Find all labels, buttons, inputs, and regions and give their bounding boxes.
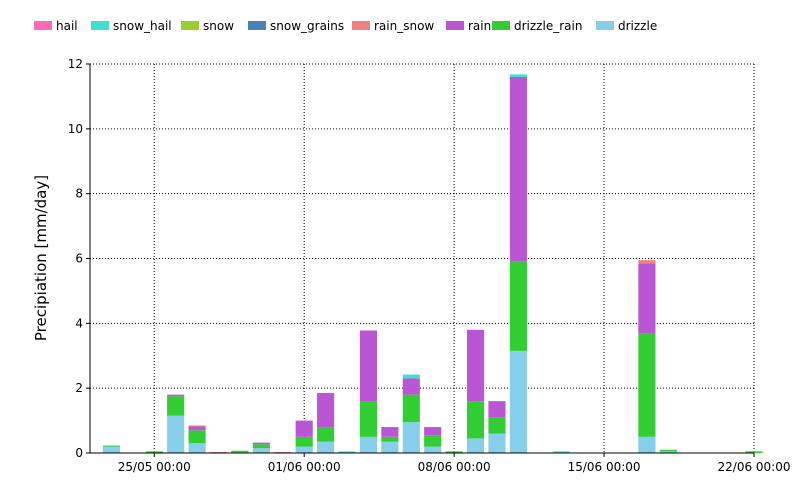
bar-drizzle-2024-06-02 bbox=[317, 441, 335, 453]
bar-drizzle_rain-2024-05-27 bbox=[188, 430, 206, 444]
bar-drizzle_rain-2024-06-06 bbox=[402, 394, 420, 423]
bar-drizzle-2024-05-27 bbox=[188, 443, 206, 453]
bar-drizzle-2024-06-04 bbox=[359, 436, 378, 453]
legend-swatch-snow bbox=[181, 21, 199, 30]
bar-drizzle_rain-2024-06-04 bbox=[359, 401, 378, 437]
legend-label-snow_hail: snow_hail bbox=[113, 19, 172, 33]
legend: hail snow_hail snow snow_grains rain_snow rai… bbox=[34, 19, 657, 33]
bar-rain-2024-06-17 bbox=[638, 263, 656, 334]
legend-label-drizzle: drizzle bbox=[618, 19, 657, 33]
tick-labels: 0 2 4 6 8 10 12 25/05 00:00 01/06 00:00 08/06 00:… bbox=[68, 57, 791, 474]
bar-drizzle_rain-2024-06-18 bbox=[659, 449, 677, 452]
bar-drizzle_rain-2024-05-29 bbox=[231, 450, 249, 453]
bar-rain_snow-2024-06-17 bbox=[638, 260, 656, 264]
legend-swatch-rain bbox=[446, 21, 464, 30]
legend-label-hail: hail bbox=[56, 19, 78, 33]
y-tick-label: 2 bbox=[75, 381, 83, 395]
y-tick-label: 6 bbox=[75, 252, 83, 266]
legend-swatch-rain_snow bbox=[352, 21, 370, 30]
x-tick-label: 08/06 00:00 bbox=[418, 460, 491, 474]
bar-rain-2024-05-27 bbox=[188, 426, 206, 431]
bar-snow_hail-2024-06-11 bbox=[509, 74, 527, 77]
legend-swatch-hail bbox=[34, 21, 52, 30]
bar-drizzle_rain-2024-06-05 bbox=[381, 436, 399, 442]
bar-drizzle_rain-2024-06-01 bbox=[295, 436, 313, 447]
bar-snow_hail-2024-06-06 bbox=[402, 374, 420, 379]
x-tick-label: 22/06 00:00 bbox=[718, 460, 791, 474]
legend-swatch-snow_hail bbox=[91, 21, 109, 30]
legend-swatch-drizzle bbox=[596, 21, 614, 30]
bar-drizzle-2024-05-26 bbox=[167, 415, 185, 453]
bar-rain-2024-06-01 bbox=[295, 420, 313, 437]
bar-rain-2024-06-05 bbox=[381, 427, 399, 437]
legend-label-rain: rain bbox=[468, 19, 491, 33]
legend-swatch-snow_grains bbox=[248, 21, 266, 30]
bar-drizzle-2024-05-30 bbox=[252, 448, 270, 453]
bar-rain-2024-06-07 bbox=[424, 427, 442, 436]
bar-drizzle-2024-06-10 bbox=[488, 433, 506, 453]
legend-label-snow: snow bbox=[203, 19, 234, 33]
bar-rain-2024-06-10 bbox=[488, 401, 506, 418]
bar-drizzle_rain-2024-06-08 bbox=[445, 451, 463, 453]
bar-drizzle-2024-06-09 bbox=[466, 438, 485, 453]
grid-lines bbox=[90, 63, 755, 453]
bar-rain-2024-06-06 bbox=[402, 378, 420, 395]
legend-label-drizzle_rain: drizzle_rain bbox=[514, 19, 582, 33]
bar-snow_hail-2024-06-13 bbox=[552, 451, 570, 453]
bar-drizzle-2024-06-06 bbox=[402, 422, 420, 453]
x-tick-label: 01/06 00:00 bbox=[268, 460, 341, 474]
y-tick-label: 0 bbox=[75, 446, 83, 460]
bar-drizzle_rain-2024-05-30 bbox=[252, 444, 270, 449]
bar-rain-2024-05-26 bbox=[167, 394, 185, 397]
bar-rain-2024-06-09 bbox=[466, 329, 485, 402]
y-tick-label: 8 bbox=[75, 187, 83, 201]
legend-label-rain_snow: rain_snow bbox=[374, 19, 434, 33]
bar-rain-2024-06-02 bbox=[317, 393, 335, 428]
bar-drizzle_rain-2024-06-02 bbox=[317, 427, 335, 442]
bar-drizzle_rain-2024-05-23 bbox=[102, 445, 120, 447]
y-tick-label: 10 bbox=[68, 122, 83, 136]
x-tick-label: 25/05 00:00 bbox=[118, 460, 191, 474]
bar-drizzle-2024-06-05 bbox=[381, 441, 399, 453]
bar-drizzle-2024-06-07 bbox=[424, 446, 442, 453]
bar-drizzle-2024-05-23 bbox=[102, 446, 120, 453]
bar-drizzle-2024-06-18 bbox=[659, 451, 677, 453]
bar-drizzle-2024-06-11 bbox=[509, 350, 527, 453]
bar-drizzle-2024-06-01 bbox=[295, 446, 313, 453]
bar-drizzle_rain-2024-06-22 bbox=[745, 451, 763, 453]
bar-drizzle_rain-2024-06-11 bbox=[509, 261, 527, 351]
bar-rain_snow-2024-05-27 bbox=[188, 425, 206, 427]
bar-drizzle_rain-2024-05-25 bbox=[145, 451, 163, 453]
y-tick-label: 12 bbox=[68, 57, 83, 71]
bar-rain-2024-06-11 bbox=[509, 76, 527, 262]
bar-drizzle_rain-2024-06-17 bbox=[638, 333, 656, 437]
bar-snow_hail-2024-06-03 bbox=[338, 451, 356, 453]
bar-rain-2024-06-04 bbox=[359, 330, 378, 402]
legend-swatch-drizzle_rain bbox=[492, 21, 510, 30]
bar-drizzle_rain-2024-05-26 bbox=[167, 396, 185, 416]
y-tick-label: 4 bbox=[75, 316, 83, 330]
x-tick-label: 15/06 00:00 bbox=[568, 460, 641, 474]
bar-drizzle_rain-2024-06-10 bbox=[488, 417, 506, 434]
bar-drizzle_rain-2024-06-09 bbox=[466, 401, 485, 439]
bars bbox=[102, 74, 763, 454]
legend-label-snow_grains: snow_grains bbox=[270, 19, 344, 33]
bar-drizzle-2024-06-17 bbox=[638, 436, 656, 453]
bar-rain-2024-05-30 bbox=[252, 442, 270, 445]
y-axis-label: Precipiation [mm/day] bbox=[32, 175, 50, 341]
bar-drizzle_rain-2024-06-07 bbox=[424, 435, 442, 447]
